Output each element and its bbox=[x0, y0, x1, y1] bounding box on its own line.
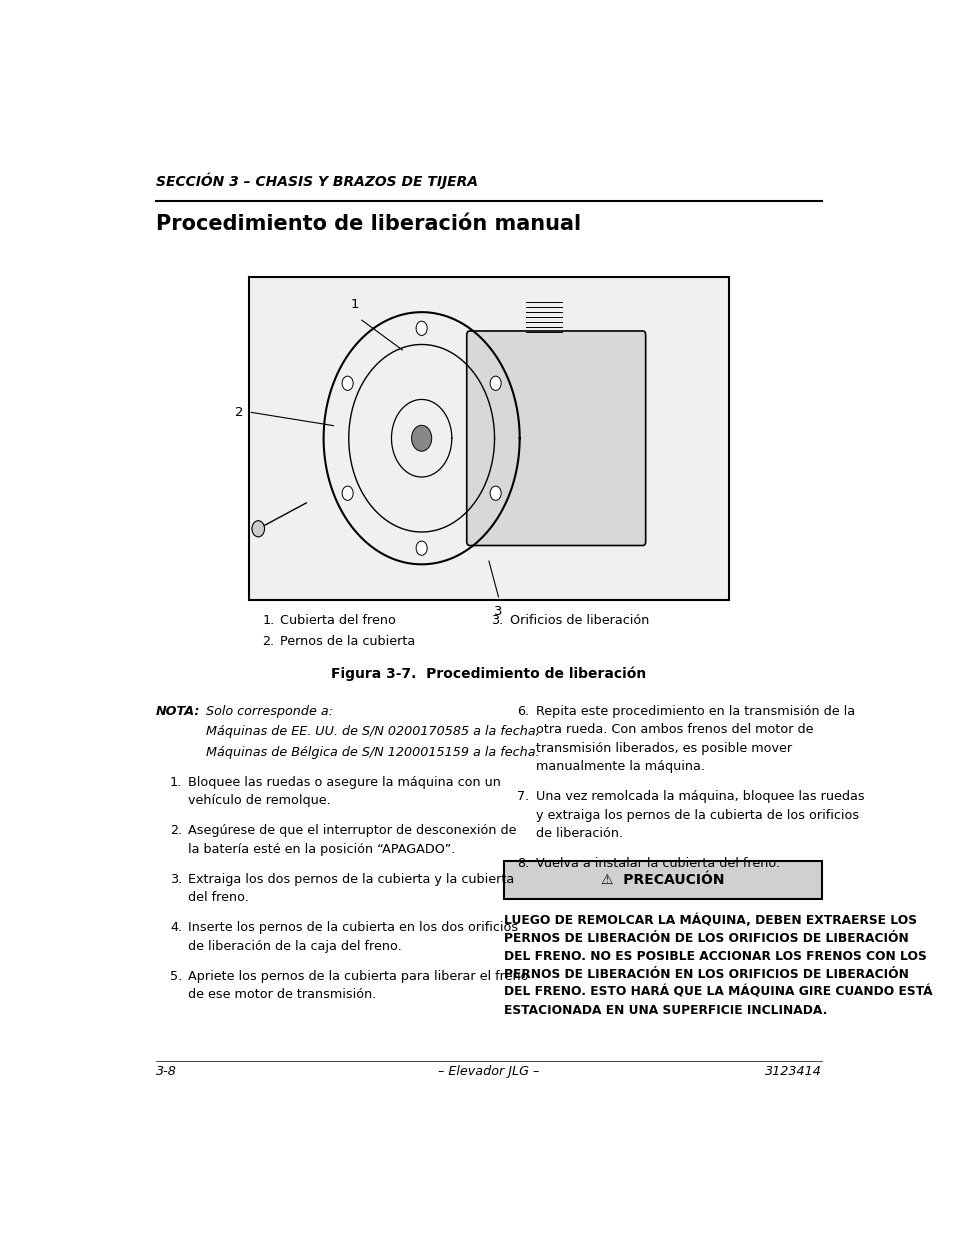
Text: 1: 1 bbox=[350, 298, 358, 311]
Text: 3.: 3. bbox=[491, 614, 503, 627]
Text: y extraiga los pernos de la cubierta de los orificios: y extraiga los pernos de la cubierta de … bbox=[535, 809, 858, 821]
Text: manualmente la máquina.: manualmente la máquina. bbox=[535, 760, 703, 773]
Text: 2.: 2. bbox=[170, 824, 182, 837]
Text: transmisión liberados, es posible mover: transmisión liberados, es posible mover bbox=[535, 741, 791, 755]
Text: Extraiga los dos pernos de la cubierta y la cubierta: Extraiga los dos pernos de la cubierta y… bbox=[188, 873, 514, 885]
Text: 1.: 1. bbox=[262, 614, 274, 627]
Circle shape bbox=[490, 377, 500, 390]
Text: otra rueda. Con ambos frenos del motor de: otra rueda. Con ambos frenos del motor d… bbox=[535, 722, 812, 736]
Text: Máquinas de EE. UU. de S/N 0200170585 a la fecha,: Máquinas de EE. UU. de S/N 0200170585 a … bbox=[206, 725, 539, 739]
FancyBboxPatch shape bbox=[466, 331, 645, 546]
Bar bbox=[503, 862, 821, 899]
Text: de liberación.: de liberación. bbox=[535, 827, 622, 840]
Text: 2: 2 bbox=[235, 406, 244, 419]
Text: 2.: 2. bbox=[262, 635, 274, 648]
Text: SECCIÓN 3 – CHASIS Y BRAZOS DE TIJERA: SECCIÓN 3 – CHASIS Y BRAZOS DE TIJERA bbox=[156, 173, 477, 189]
Text: Una vez remolcada la máquina, bloquee las ruedas: Una vez remolcada la máquina, bloquee la… bbox=[535, 790, 863, 803]
Text: Inserte los pernos de la cubierta en los dos orificios: Inserte los pernos de la cubierta en los… bbox=[188, 921, 517, 935]
Text: Repita este procedimiento en la transmisión de la: Repita este procedimiento en la transmis… bbox=[535, 704, 854, 718]
Circle shape bbox=[411, 425, 432, 451]
Text: PERNOS DE LIBERACIÓN DE LOS ORIFICIOS DE LIBERACIÓN: PERNOS DE LIBERACIÓN DE LOS ORIFICIOS DE… bbox=[503, 931, 907, 945]
Text: Pernos de la cubierta: Pernos de la cubierta bbox=[280, 635, 416, 648]
Text: – Elevador JLG –: – Elevador JLG – bbox=[437, 1066, 539, 1078]
Text: DEL FRENO. ESTO HARÁ QUE LA MÁQUINA GIRE CUANDO ESTÁ: DEL FRENO. ESTO HARÁ QUE LA MÁQUINA GIRE… bbox=[503, 986, 931, 999]
Text: Procedimiento de liberación manual: Procedimiento de liberación manual bbox=[156, 214, 580, 233]
Text: de ese motor de transmisión.: de ese motor de transmisión. bbox=[188, 988, 376, 1002]
Text: 3123414: 3123414 bbox=[764, 1066, 821, 1078]
Text: ⚠  PRECAUCIÓN: ⚠ PRECAUCIÓN bbox=[600, 873, 723, 888]
Bar bbox=[249, 277, 728, 600]
Text: 3.: 3. bbox=[170, 873, 182, 885]
Circle shape bbox=[490, 487, 500, 500]
Text: 6.: 6. bbox=[517, 704, 529, 718]
Text: 8.: 8. bbox=[517, 857, 529, 871]
Text: Bloquee las ruedas o asegure la máquina con un: Bloquee las ruedas o asegure la máquina … bbox=[188, 776, 500, 789]
Circle shape bbox=[342, 487, 353, 500]
Text: Apriete los pernos de la cubierta para liberar el freno: Apriete los pernos de la cubierta para l… bbox=[188, 969, 528, 983]
Text: PERNOS DE LIBERACIÓN EN LOS ORIFICIOS DE LIBERACIÓN: PERNOS DE LIBERACIÓN EN LOS ORIFICIOS DE… bbox=[503, 968, 907, 981]
Text: ESTACIONADA EN UNA SUPERFICIE INCLINADA.: ESTACIONADA EN UNA SUPERFICIE INCLINADA. bbox=[503, 1004, 826, 1018]
Text: la batería esté en la posición “APAGADO”.: la batería esté en la posición “APAGADO”… bbox=[188, 842, 455, 856]
Text: 4.: 4. bbox=[170, 921, 182, 935]
Text: Figura 3-7.  Procedimiento de liberación: Figura 3-7. Procedimiento de liberación bbox=[331, 667, 646, 680]
Text: de liberación de la caja del freno.: de liberación de la caja del freno. bbox=[188, 940, 401, 953]
Circle shape bbox=[252, 521, 264, 537]
Text: LUEGO DE REMOLCAR LA MÁQUINA, DEBEN EXTRAERSE LOS: LUEGO DE REMOLCAR LA MÁQUINA, DEBEN EXTR… bbox=[503, 914, 916, 927]
Text: NOTA:: NOTA: bbox=[156, 704, 200, 718]
Circle shape bbox=[416, 541, 427, 556]
Text: Asegúrese de que el interruptor de desconexión de: Asegúrese de que el interruptor de desco… bbox=[188, 824, 516, 837]
Text: 3-8: 3-8 bbox=[156, 1066, 177, 1078]
Text: DEL FRENO. NO ES POSIBLE ACCIONAR LOS FRENOS CON LOS: DEL FRENO. NO ES POSIBLE ACCIONAR LOS FR… bbox=[503, 950, 925, 963]
Text: Solo corresponde a:: Solo corresponde a: bbox=[206, 704, 334, 718]
Text: 5.: 5. bbox=[170, 969, 182, 983]
Text: 7.: 7. bbox=[517, 790, 529, 803]
Text: 3: 3 bbox=[494, 605, 502, 618]
Text: del freno.: del freno. bbox=[188, 892, 249, 904]
Text: vehículo de remolque.: vehículo de remolque. bbox=[188, 794, 331, 808]
Circle shape bbox=[342, 377, 353, 390]
Text: Vuelva a instalar la cubierta del freno.: Vuelva a instalar la cubierta del freno. bbox=[535, 857, 779, 871]
Text: Máquinas de Bélgica de S/N 1200015159 a la fecha.: Máquinas de Bélgica de S/N 1200015159 a … bbox=[206, 746, 539, 760]
Text: 1.: 1. bbox=[170, 776, 182, 789]
Text: Orificios de liberación: Orificios de liberación bbox=[509, 614, 648, 627]
Circle shape bbox=[416, 321, 427, 336]
Text: Cubierta del freno: Cubierta del freno bbox=[280, 614, 395, 627]
